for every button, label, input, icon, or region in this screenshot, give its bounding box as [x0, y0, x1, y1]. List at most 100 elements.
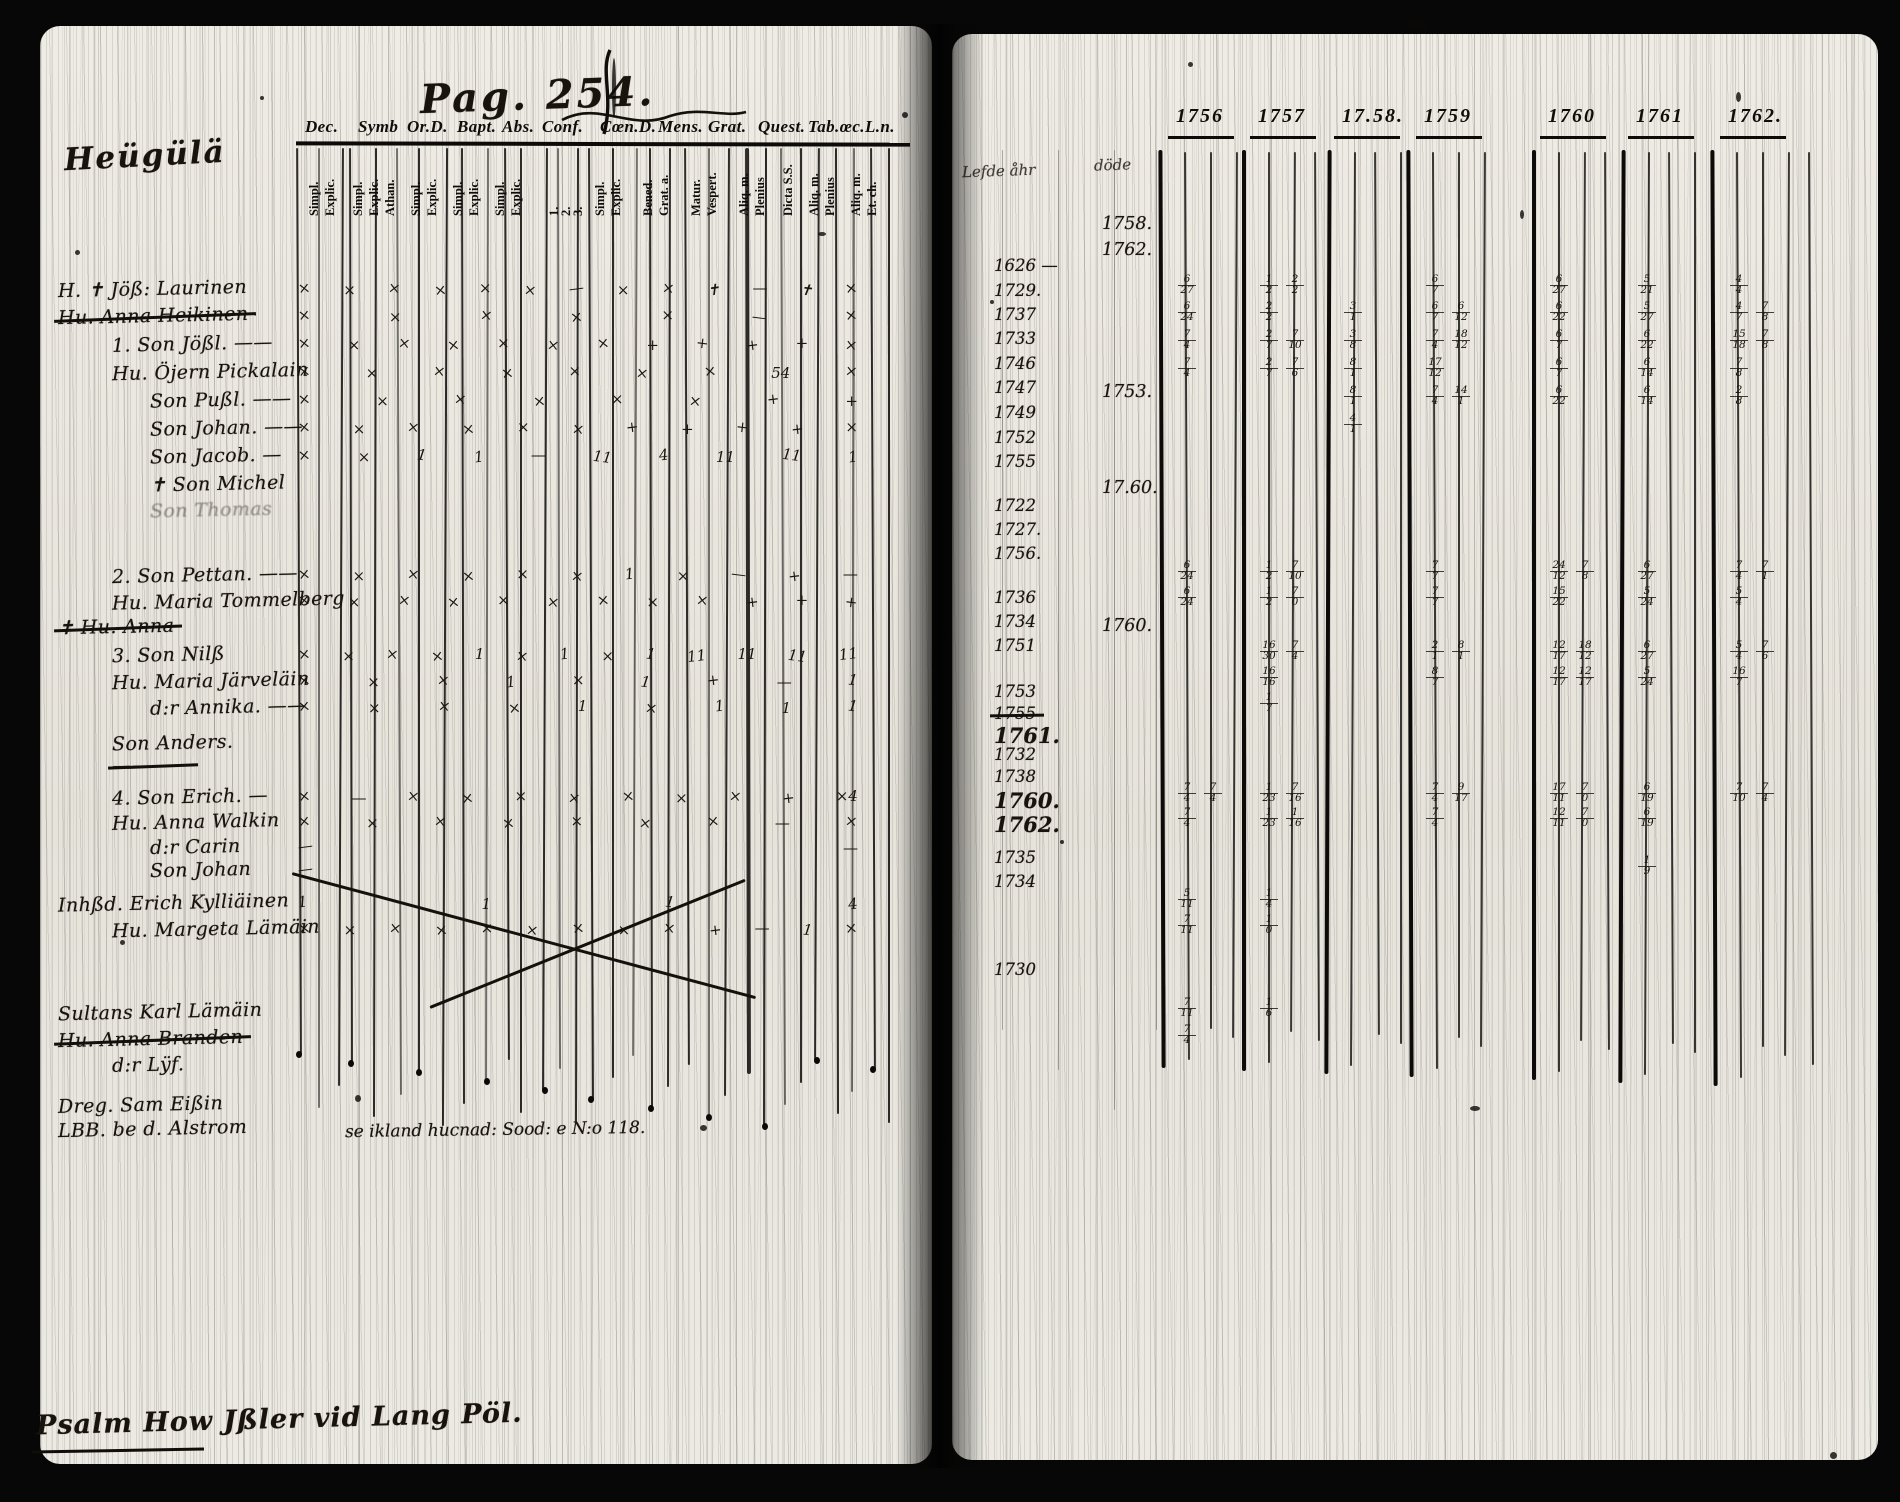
exam-mark: ×: [661, 278, 676, 298]
rotated-subheader: Et. ch.: [865, 181, 879, 216]
date-fraction-part: 24: [1180, 310, 1194, 323]
rotated-subheader: Dicta S.S.: [781, 164, 795, 216]
row-name: Sultans Karl Lämäin: [57, 998, 263, 1026]
date-fraction-part: 1: [1457, 649, 1465, 662]
year-label: 1759: [1424, 105, 1472, 127]
year-sub-rule: [1784, 152, 1790, 1056]
exam-mark: ×: [296, 445, 312, 465]
date-fraction-part: 7: [1756, 329, 1774, 341]
date-fraction: 18 12: [1452, 329, 1470, 350]
rotated-subheader: Simpl.: [451, 181, 465, 216]
exam-mark: ×: [296, 564, 312, 584]
date-fraction-part: 4: [1291, 649, 1299, 662]
birth-year: 1734: [994, 872, 1036, 891]
date-fraction-part: 7: [1431, 569, 1439, 582]
date-fraction-part: 2: [1260, 329, 1278, 341]
exam-mark: ×: [545, 592, 561, 612]
date-fraction-part: 14: [1640, 394, 1654, 407]
birth-year: 1755: [994, 452, 1036, 471]
date-fraction-part: 8: [1761, 338, 1769, 351]
exam-mark: ×: [296, 811, 312, 831]
rotated-subheader: Athan.: [383, 179, 397, 216]
birth-year: 1749: [994, 403, 1036, 422]
exam-mark: 1: [504, 672, 517, 692]
date-fraction-part: 7: [1426, 385, 1444, 397]
row-name: Inhßd. Erich Kylliäinen: [57, 889, 290, 917]
date-fraction-part: 1: [1260, 997, 1278, 1009]
birth-year: 1734: [994, 612, 1036, 631]
exam-mark: ×: [296, 786, 312, 806]
date-fraction: 6 27: [1178, 274, 1196, 295]
date-fraction-part: 1: [1349, 310, 1357, 323]
exam-mark: ×: [570, 812, 584, 830]
exam-mark: ×: [687, 391, 703, 411]
death-column-label: döde: [1093, 155, 1132, 175]
date-fraction-part: 7: [1756, 560, 1774, 572]
exam-mark: ×: [610, 390, 624, 408]
date-fraction-part: 24: [1180, 595, 1194, 608]
year-label: 1757: [1258, 105, 1306, 127]
exam-mark: ×: [387, 278, 403, 298]
date-fraction-part: 7: [1576, 807, 1594, 819]
year-sub-rule: [1808, 152, 1814, 1065]
date-fraction: 7 11: [1178, 997, 1196, 1018]
year-sub-rule: [1694, 152, 1696, 1053]
exam-mark: ×: [497, 334, 510, 352]
date-fraction-part: 19: [1640, 816, 1654, 829]
date-fraction-part: 4: [1265, 897, 1273, 910]
date-fraction-part: 5: [1638, 666, 1656, 678]
date-fraction: 17 11: [1550, 782, 1568, 803]
exam-mark: +: [781, 788, 796, 808]
date-fraction-part: 16: [1730, 666, 1748, 678]
date-fraction-part: 22: [1552, 394, 1566, 407]
scan-speck: [1408, 20, 1428, 29]
row-marks: —: [297, 859, 858, 879]
date-fraction-part: 7: [1426, 807, 1444, 819]
date-fraction-part: 6: [1291, 366, 1299, 379]
row-marks: × — × × × × × × × + ×4: [296, 786, 858, 808]
exam-mark: —: [842, 565, 858, 583]
date-fraction-part: 10: [1732, 791, 1746, 804]
exam-mark: ×: [676, 567, 690, 585]
row-marks: × × × × 1 × 1 1 1: [297, 696, 859, 717]
birth-year: 1756.: [994, 544, 1042, 563]
row-name: 3. Son Nilß: [111, 642, 226, 668]
date-fraction: 6 24: [1178, 301, 1196, 323]
exam-mark: ×: [296, 333, 312, 353]
exam-mark: ×: [435, 670, 451, 690]
exam-mark: 54: [771, 364, 791, 382]
date-fraction-part: 6: [1638, 329, 1656, 341]
exam-mark: —: [776, 673, 792, 691]
date-fraction-part: 6: [1638, 357, 1656, 369]
birth-year: 1736: [994, 588, 1036, 607]
date-fraction-part: 2: [1265, 595, 1273, 608]
printed-header: Symb: [358, 117, 399, 136]
date-fraction-part: 7: [1426, 586, 1444, 598]
year-label: 1760: [1548, 105, 1596, 127]
ink-blot: [416, 1069, 422, 1076]
row-name: Hu. Maria Järveläin: [111, 667, 310, 695]
row-name: Hu. Anna Walkin: [111, 809, 280, 835]
date-fraction: 6 22: [1638, 329, 1656, 350]
date-fraction: 6 27: [1638, 640, 1656, 661]
exam-mark: ×: [571, 671, 585, 689]
exam-mark: 1: [416, 445, 429, 465]
date-fraction: 16 7: [1730, 666, 1748, 687]
exam-mark: ×: [844, 278, 859, 298]
exam-mark: +: [789, 419, 805, 439]
exam-mark: —: [568, 278, 586, 298]
exam-mark: 11: [781, 444, 803, 466]
exam-mark: ×: [433, 811, 448, 831]
exam-mark: 11: [591, 446, 613, 468]
date-fraction-part: 17: [1552, 675, 1566, 688]
exam-mark: ✝: [706, 280, 721, 300]
date-fraction-part: 11: [1552, 816, 1566, 829]
exam-mark: +: [744, 335, 760, 355]
exam-mark: ×: [595, 590, 611, 610]
date-fraction-part: 7: [1735, 310, 1743, 323]
year-sub-rule: [1762, 152, 1764, 1047]
